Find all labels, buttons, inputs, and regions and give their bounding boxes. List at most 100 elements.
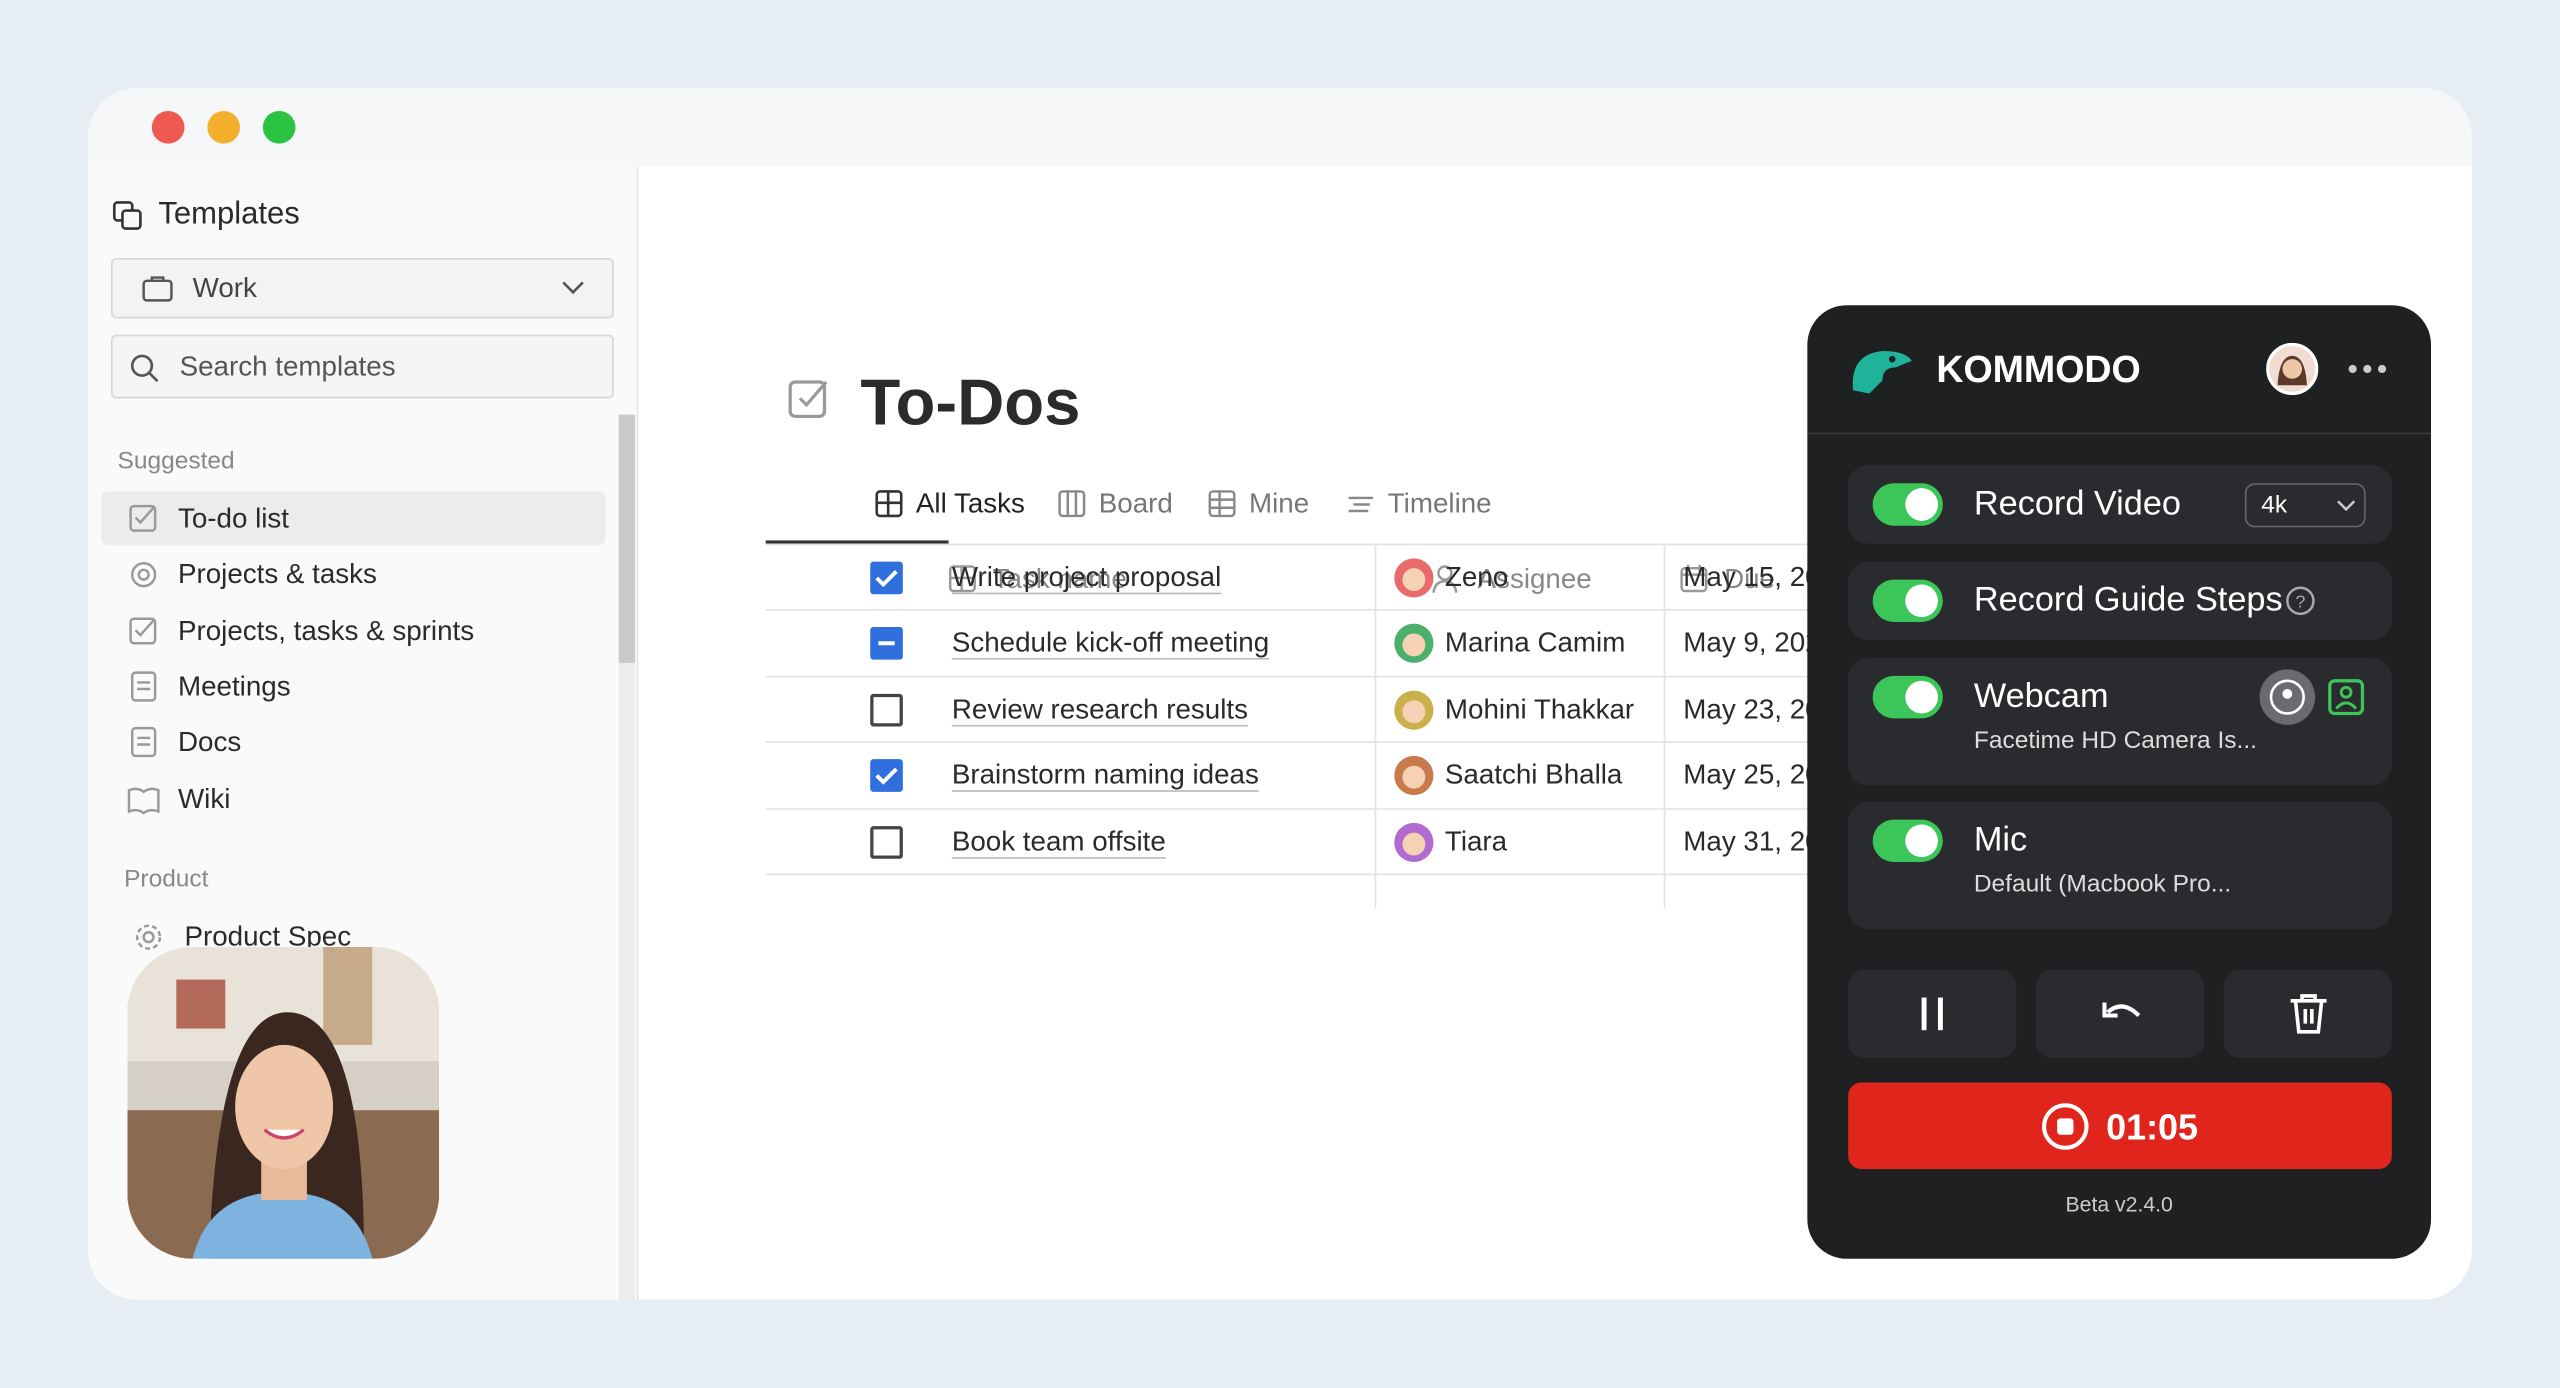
column-divider [1374, 545, 1377, 908]
tab-underline [765, 540, 949, 544]
toggle[interactable] [1872, 483, 1943, 526]
checkbox[interactable]: checked [870, 759, 903, 793]
item-icon-svg [127, 786, 160, 814]
checkbox[interactable]: unchecked [870, 693, 903, 727]
device-name: Default (Macbook Pro... [1973, 870, 2232, 898]
brand-logo [1852, 351, 1912, 394]
stop-button[interactable]: 01:05 [1848, 1082, 2392, 1169]
tab[interactable]: Mine [1248, 488, 1310, 520]
assignee-avatar [1394, 756, 1434, 796]
search-icon [130, 354, 159, 383]
title-icon [788, 380, 828, 418]
close-button[interactable] [151, 111, 185, 144]
sidebar-item[interactable]: To-do list [177, 502, 290, 534]
option-card: Mic Default (Macbook Pro... [1848, 801, 2392, 929]
item-icon [131, 919, 167, 963]
chevron [562, 281, 584, 295]
quality-select[interactable]: 4k [2244, 483, 2366, 528]
user-avatar[interactable] [2266, 342, 2319, 396]
checkbox[interactable]: unchecked [870, 825, 903, 859]
check-mark [878, 641, 895, 646]
briefcase-icon [142, 276, 173, 302]
avatar-face [1402, 568, 1426, 592]
more-menu[interactable] [2346, 362, 2388, 375]
workspace-select[interactable]: Work [111, 257, 614, 319]
assignee-avatar [1394, 822, 1434, 862]
scrollbar [618, 414, 636, 1300]
webcam-image [127, 946, 440, 1259]
avatar-face [1402, 766, 1426, 789]
task-name[interactable]: Schedule kick-off meeting [951, 627, 1270, 659]
help-icon[interactable]: ? [2284, 584, 2317, 617]
option-label: Record Guide Steps [1973, 581, 2283, 619]
page-title: To-Dos [860, 367, 1081, 440]
row-border [765, 873, 1909, 876]
tab-icon-svg [1208, 490, 1236, 518]
item-icon-svg [131, 562, 157, 588]
column-icon [1430, 562, 1466, 606]
task-name[interactable]: Review research results [951, 693, 1249, 725]
minimize-button[interactable] [207, 111, 240, 144]
sidebar-item[interactable]: Docs [177, 726, 242, 758]
tab-icon-svg [1348, 496, 1374, 513]
row-border [765, 807, 1909, 810]
task-name[interactable]: Book team offsite [951, 825, 1166, 857]
tab[interactable]: Board [1098, 488, 1173, 520]
maximize-button[interactable] [262, 111, 296, 144]
tab-icon [1344, 487, 1380, 531]
restart-button[interactable] [2035, 969, 2205, 1058]
sidebar-item[interactable]: Projects & tasks [177, 558, 377, 590]
tab-icon-svg [875, 490, 903, 518]
option-card: Record Video 4k [1848, 465, 2392, 544]
task-name[interactable]: Write project proposal [951, 561, 1222, 593]
toggle[interactable] [1872, 579, 1943, 623]
toggle[interactable] [1872, 675, 1943, 719]
section-label: Suggested [117, 447, 235, 476]
item-icon-svg [135, 924, 162, 950]
item-icon-svg [129, 616, 157, 644]
option-card: Webcam Facetime HD Camera Is... [1848, 657, 2392, 786]
checkbox[interactable]: checked [870, 561, 903, 595]
check-mark [875, 570, 898, 588]
sidebar-item[interactable]: Projects, tasks & sprints [177, 614, 475, 646]
item-icon [126, 781, 162, 825]
search-box[interactable]: Search templates [111, 334, 614, 399]
column-header: Assignee [1477, 563, 1592, 595]
brand-name: KOMMODO [1936, 347, 2141, 391]
section-label: Product [124, 865, 209, 894]
avatar-face [1402, 831, 1426, 855]
assignee-avatar [1394, 624, 1434, 664]
sidebar-item[interactable]: Meetings [177, 670, 291, 702]
version: Beta v2.4.0 [2065, 1191, 2173, 1217]
chevron [2337, 500, 2356, 512]
pause-button[interactable] [1848, 969, 2017, 1058]
webcam-preview[interactable] [127, 946, 440, 1259]
trash-icon [2290, 994, 2327, 1034]
checkbox[interactable]: indeterminate [870, 627, 903, 661]
row-border [765, 741, 1909, 744]
assignee-avatar [1394, 558, 1434, 598]
pause-icon [1921, 997, 1943, 1031]
svg-text:?: ? [2295, 591, 2305, 611]
column-icon [1677, 562, 1713, 606]
item-icon [126, 501, 162, 545]
tab[interactable]: All Tasks [915, 488, 1025, 520]
toggle[interactable] [1872, 819, 1943, 863]
sidebar-item[interactable]: Product Spec [184, 920, 352, 952]
assignee-name: Mohini Thakkar [1444, 693, 1635, 725]
webcam-shape-icons[interactable] [2258, 669, 2376, 728]
tab[interactable]: Timeline [1387, 488, 1492, 520]
search-placeholder: Search templates [179, 351, 396, 383]
task-name[interactable]: Brainstorm naming ideas [951, 759, 1259, 791]
divider [636, 166, 639, 1300]
delete-button[interactable] [2223, 969, 2392, 1058]
sidebar-item[interactable]: Wiki [177, 782, 231, 814]
avatar-face [1402, 700, 1426, 723]
check-mark [875, 767, 898, 786]
workspace-name: Work [192, 272, 257, 304]
option-label: Record Video [1973, 484, 2182, 523]
tab-icon [1055, 487, 1091, 531]
title-bar [88, 88, 2472, 167]
item-icon [126, 669, 162, 713]
item-icon-svg [131, 671, 157, 702]
